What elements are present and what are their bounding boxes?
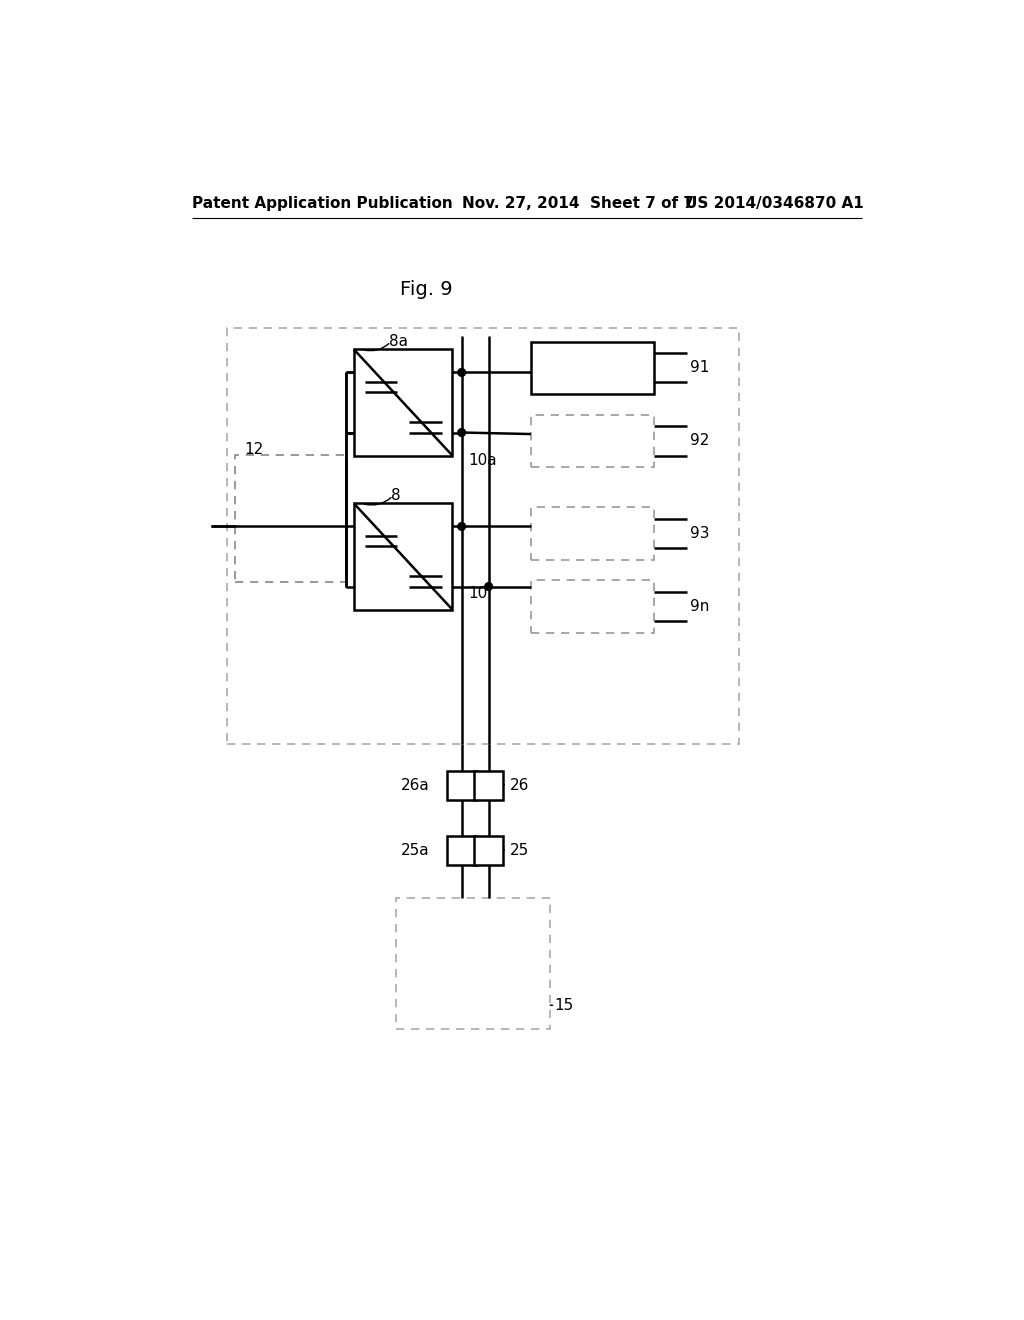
Circle shape	[458, 429, 466, 437]
Bar	[531, 342, 654, 395]
Text: 8: 8	[391, 488, 400, 503]
Bar	[234, 455, 346, 582]
Text: 15: 15	[554, 998, 573, 1012]
Bar	[226, 327, 739, 743]
Text: 9n: 9n	[690, 599, 710, 614]
Bar	[531, 414, 654, 467]
Bar	[447, 771, 476, 800]
Bar	[447, 836, 476, 866]
Text: 92: 92	[690, 433, 710, 449]
Bar	[474, 836, 503, 866]
Text: 93: 93	[690, 525, 710, 541]
Text: 10a: 10a	[468, 453, 497, 467]
Text: Nov. 27, 2014  Sheet 7 of 7: Nov. 27, 2014 Sheet 7 of 7	[462, 195, 693, 211]
Text: 12: 12	[245, 442, 264, 457]
Text: US 2014/0346870 A1: US 2014/0346870 A1	[685, 195, 863, 211]
Text: Patent Application Publication: Patent Application Publication	[193, 195, 453, 211]
Circle shape	[458, 523, 466, 531]
Bar	[354, 350, 453, 455]
Text: 91: 91	[690, 360, 710, 375]
Bar	[396, 898, 550, 1028]
Circle shape	[484, 582, 493, 590]
Text: 26a: 26a	[400, 777, 430, 793]
Bar	[354, 503, 453, 610]
Circle shape	[458, 368, 466, 376]
Text: Fig. 9: Fig. 9	[400, 280, 453, 298]
Bar	[531, 581, 654, 632]
Text: 10: 10	[468, 586, 487, 601]
Text: 25a: 25a	[400, 843, 429, 858]
Text: 25: 25	[509, 843, 528, 858]
Text: 8a: 8a	[388, 334, 408, 350]
Text: 26: 26	[509, 777, 528, 793]
Bar	[474, 771, 503, 800]
Bar	[531, 507, 654, 560]
